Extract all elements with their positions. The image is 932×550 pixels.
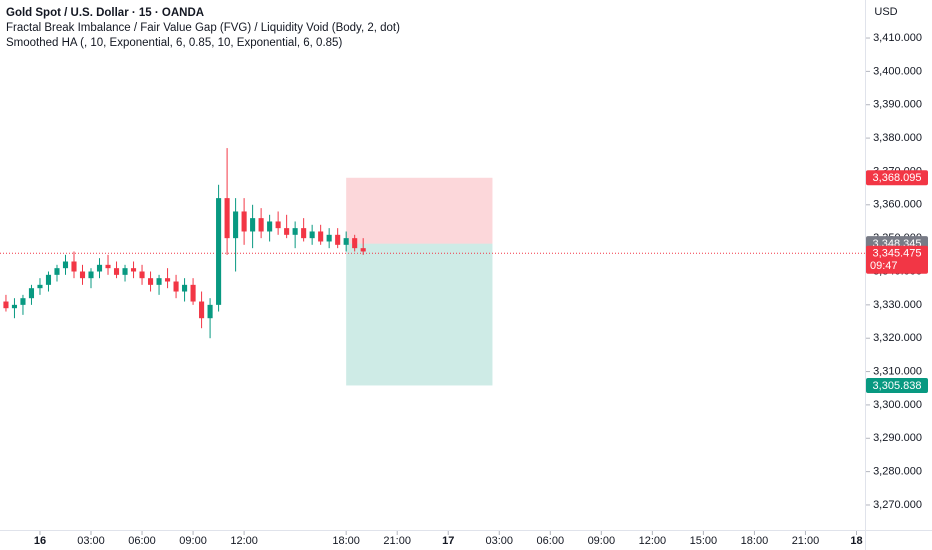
y-tick-label: 3,300.000 (873, 399, 922, 411)
stop-zone (346, 177, 493, 244)
candle-body (224, 198, 230, 239)
candle-body (190, 284, 196, 302)
candle-body (28, 288, 35, 299)
candle-body (352, 238, 358, 249)
price-tag-label: 3,345.475 (873, 248, 922, 260)
candle-body (309, 231, 315, 239)
countdown-label: 09:47 (870, 260, 898, 272)
x-tick-label: 12:00 (639, 535, 667, 547)
y-tick-label: 3,390.000 (873, 99, 922, 111)
candle-body (37, 284, 43, 289)
x-tick-label: 17 (442, 535, 454, 547)
indicator-label: Fractal Break Imbalance / Fair Value Gap… (6, 22, 400, 34)
y-tick-label: 3,410.000 (873, 32, 922, 44)
x-tick-label: 21:00 (792, 535, 820, 547)
candle-body (284, 228, 290, 235)
x-tick-label: 03:00 (486, 535, 514, 547)
candle-body (156, 278, 162, 285)
price-tag (866, 170, 928, 186)
candle-body (11, 304, 18, 309)
x-tick-label: 18 (850, 535, 862, 547)
y-tick-label: 3,360.000 (873, 199, 922, 211)
candle-body (207, 304, 213, 319)
candle-body (233, 211, 239, 239)
x-tick-label: 06:00 (128, 535, 156, 547)
x-tick-label: 18:00 (741, 535, 769, 547)
candle-body (122, 268, 128, 275)
candle-body (360, 248, 366, 252)
x-tick-label: 21:00 (383, 535, 411, 547)
candle-body (182, 284, 188, 292)
indicator-label: Smoothed HA (, 10, Exponential, 6, 0.85,… (6, 37, 342, 49)
price-tag (866, 377, 928, 393)
x-tick-label: 15:00 (690, 535, 718, 547)
candle-body (54, 268, 60, 275)
candle-body (292, 228, 298, 235)
y-tick-label: 3,290.000 (873, 432, 922, 444)
y-tick-label: 3,380.000 (873, 132, 922, 144)
candle-body (62, 261, 69, 269)
chart-title: Gold Spot / U.S. Dollar · 15 · OANDA (6, 7, 204, 19)
candle-body (275, 221, 281, 229)
y-tick-label: 3,310.000 (873, 365, 922, 377)
x-tick-label: 06:00 (537, 535, 565, 547)
candle-body (3, 301, 9, 309)
candle-body (147, 278, 154, 285)
x-tick-label: 18:00 (332, 535, 360, 547)
candle-body (216, 198, 222, 305)
y-tick-label: 3,400.000 (873, 65, 922, 77)
candle-body (113, 268, 120, 275)
candle-body (130, 268, 137, 272)
candle-body (20, 298, 26, 305)
candle-body (250, 218, 256, 232)
y-tick-label: 3,270.000 (873, 499, 922, 511)
candle-body (165, 278, 171, 282)
target-zone (346, 243, 493, 386)
candle-body (88, 271, 94, 279)
x-tick-label: 12:00 (230, 535, 258, 547)
y-tick-label: 3,280.000 (873, 466, 922, 478)
candle-body (71, 261, 77, 272)
currency-label[interactable]: USD (874, 6, 897, 18)
candle-body (139, 271, 145, 279)
candle-body (173, 281, 179, 292)
candle-body (318, 231, 324, 242)
candle-body (79, 271, 86, 279)
candle-body (105, 264, 111, 269)
y-tick-label: 3,330.000 (873, 299, 922, 311)
x-tick-label: 09:00 (588, 535, 616, 547)
candle-body (301, 228, 307, 239)
price-tag-label: 3,368.095 (873, 172, 922, 184)
x-tick-label: 09:00 (179, 535, 207, 547)
price-tag-label: 3,305.838 (873, 380, 922, 392)
candle-body (267, 221, 273, 232)
price-tag (866, 245, 928, 274)
candle-body (258, 218, 264, 232)
candle-body (326, 234, 332, 242)
x-tick-label: 16 (34, 535, 46, 547)
candle-body (241, 211, 247, 232)
candle-body (45, 274, 52, 285)
candle-body (199, 301, 205, 319)
x-tick-label: 03:00 (77, 535, 105, 547)
candle-body (343, 238, 349, 245)
candle-body (335, 234, 341, 245)
y-tick-label: 3,320.000 (873, 332, 922, 344)
candle-body (96, 264, 103, 272)
